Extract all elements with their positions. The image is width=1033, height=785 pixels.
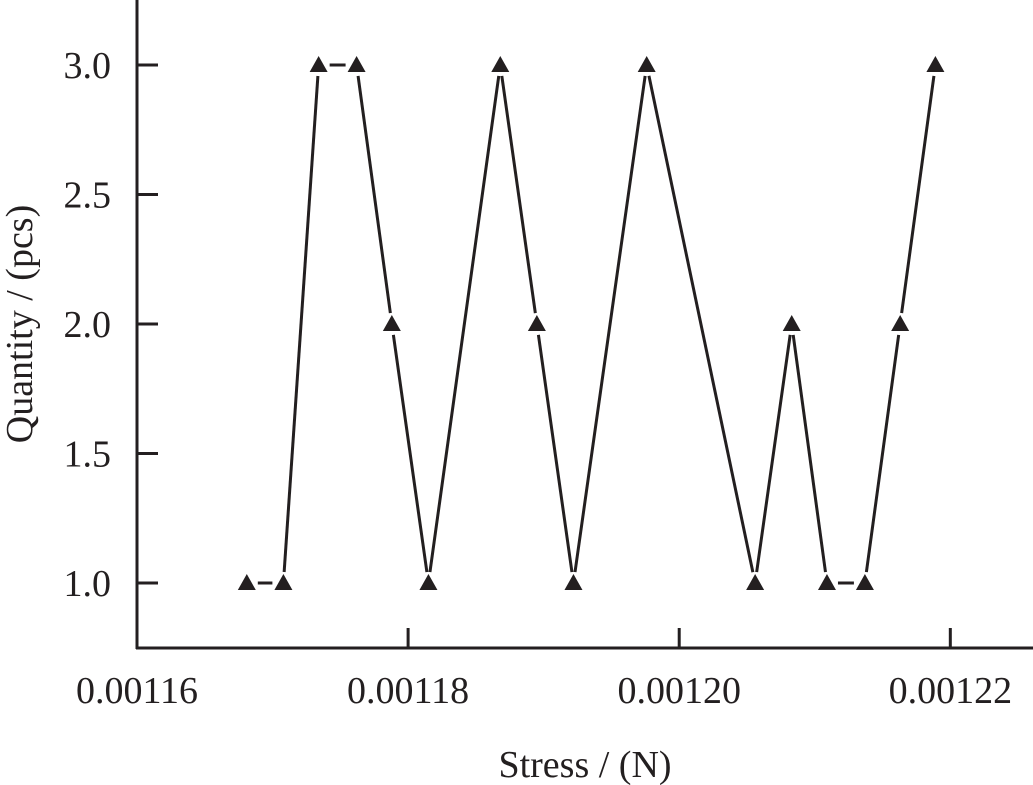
data-point-triangle	[637, 56, 656, 73]
x-tick-label: 0.00122	[889, 670, 1013, 712]
axis-ticks: 0.00116 0.00118 0.00120 0.00122 1.0 1.5 2.0 2.5…	[64, 45, 1013, 712]
data-point-triangle	[891, 315, 910, 331]
data-point-triangle	[382, 315, 401, 331]
data-point-triangle	[564, 573, 583, 590]
line-segment	[900, 75, 936, 314]
series-line	[257, 63, 936, 585]
line-segment	[864, 334, 901, 573]
data-point-triangle	[746, 573, 765, 590]
line-segment	[791, 334, 827, 573]
data-point-triangle	[237, 573, 256, 590]
line-segment	[573, 75, 647, 573]
y-tick-label: 1.5	[64, 433, 112, 475]
line-segment	[755, 334, 792, 573]
line-segment	[282, 75, 320, 573]
line-segment	[428, 75, 501, 573]
line-segment	[391, 334, 429, 573]
y-axis-label: Quantity / (pcs)	[0, 205, 41, 444]
x-tick-label: 0.00120	[617, 670, 741, 712]
data-point-triangle	[926, 56, 945, 73]
line-segment	[647, 75, 755, 573]
data-point-triangle	[527, 315, 546, 331]
y-tick-label: 2.0	[64, 304, 112, 346]
data-point-triangle	[855, 573, 874, 590]
x-tick-label: 0.00116	[76, 670, 198, 712]
data-point-triangle	[419, 573, 438, 590]
data-point-triangle	[817, 573, 836, 590]
data-point-triangle	[309, 56, 328, 73]
data-point-triangle	[782, 315, 801, 331]
x-axis-label: Stress / (N)	[498, 744, 671, 785]
data-point-triangle	[274, 573, 293, 590]
data-point-triangle	[491, 56, 510, 73]
x-tick-label: 0.00118	[347, 670, 469, 712]
y-tick-label: 3.0	[64, 45, 112, 87]
line-segment	[536, 334, 574, 573]
data-point-triangle	[347, 56, 366, 73]
y-tick-label: 1.0	[64, 563, 112, 605]
line-segment	[500, 75, 537, 314]
y-tick-label: 2.5	[64, 175, 112, 217]
series-markers	[237, 56, 945, 590]
line-segment	[356, 75, 392, 314]
